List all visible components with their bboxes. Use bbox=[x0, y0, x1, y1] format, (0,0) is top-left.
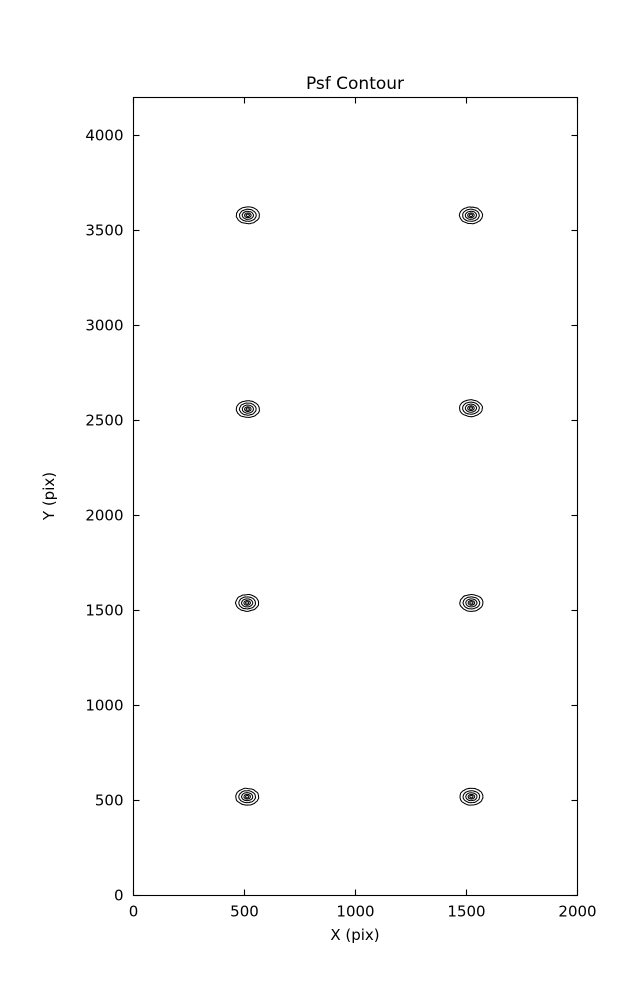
contour-level-0 bbox=[234, 593, 260, 612]
contour-level-2 bbox=[241, 598, 254, 608]
contour-level-2 bbox=[464, 210, 478, 220]
contour-level-2 bbox=[241, 210, 254, 220]
contour-level-3 bbox=[244, 406, 252, 413]
x-tick-label: 1500 bbox=[447, 903, 485, 921]
contour-level-1 bbox=[462, 401, 480, 415]
contour-level-0 bbox=[459, 399, 484, 418]
contour-level-4 bbox=[245, 213, 250, 218]
contour-level-2 bbox=[240, 792, 254, 802]
contour-level-3 bbox=[244, 212, 252, 219]
contour-level-1 bbox=[238, 596, 256, 610]
contour-level-2 bbox=[465, 598, 478, 608]
axes-frame bbox=[132, 96, 579, 897]
y-tick-label: 2500 bbox=[85, 412, 123, 430]
contour-level-0 bbox=[459, 787, 484, 806]
y-tick-label: 0 bbox=[114, 887, 124, 905]
contour-level-3 bbox=[467, 212, 475, 219]
psf-source-5 bbox=[234, 593, 260, 612]
contour-level-1 bbox=[238, 790, 257, 804]
y-tick-label: 4000 bbox=[85, 127, 123, 145]
x-tick-label: 1000 bbox=[336, 903, 374, 921]
contour-level-0 bbox=[458, 206, 484, 225]
contour-level-2 bbox=[465, 792, 478, 802]
contour-level-0 bbox=[235, 206, 260, 225]
x-tick-label: 2000 bbox=[558, 903, 596, 921]
contour-level-0 bbox=[235, 787, 260, 806]
contour-level-2 bbox=[464, 403, 478, 413]
contour-level-1 bbox=[462, 208, 480, 222]
contour-level-4 bbox=[245, 407, 250, 411]
x-axis-ticks: 0 500 1000 1500 2000 bbox=[129, 97, 597, 921]
contour-level-3 bbox=[243, 600, 251, 606]
contour-level-4 bbox=[245, 601, 250, 605]
contour-series bbox=[234, 206, 484, 806]
y-axis-label: Y (pix) bbox=[40, 472, 58, 521]
x-axis-label: X (pix) bbox=[330, 926, 379, 944]
contour-level-1 bbox=[238, 402, 257, 416]
y-tick-label: 3500 bbox=[85, 222, 123, 240]
contour-level-4 bbox=[469, 794, 474, 799]
y-tick-label: 500 bbox=[95, 792, 124, 810]
contour-level-1 bbox=[239, 208, 257, 222]
y-axis-ticks: 0 500 1000 1500 2000 2500 3000 3500 4000 bbox=[85, 127, 578, 905]
contour-level-3 bbox=[467, 793, 476, 800]
psf-source-2 bbox=[458, 206, 484, 225]
contour-level-0 bbox=[235, 400, 260, 418]
psf-source-8 bbox=[459, 787, 484, 806]
x-tick-label: 0 bbox=[129, 903, 139, 921]
contour-level-1 bbox=[462, 790, 481, 804]
y-tick-label: 2000 bbox=[85, 507, 123, 525]
y-tick-label: 3000 bbox=[85, 317, 123, 335]
x-tick-label: 500 bbox=[230, 903, 259, 921]
contour-level-0 bbox=[459, 593, 484, 612]
contour-level-4 bbox=[468, 406, 474, 410]
contour-level-3 bbox=[243, 793, 251, 800]
psf-source-7 bbox=[235, 787, 260, 806]
psf-source-6 bbox=[459, 593, 484, 612]
contour-level-3 bbox=[467, 405, 475, 412]
y-tick-label: 1500 bbox=[85, 602, 123, 620]
psf-source-1 bbox=[235, 206, 260, 225]
chart-title: Psf Contour bbox=[306, 74, 404, 94]
psf-source-3 bbox=[235, 400, 260, 418]
contour-level-4 bbox=[469, 601, 474, 605]
psf-source-4 bbox=[459, 399, 484, 418]
contour-level-4 bbox=[245, 794, 250, 799]
contour-level-2 bbox=[241, 404, 254, 414]
y-tick-label: 1000 bbox=[85, 697, 123, 715]
contour-level-3 bbox=[467, 600, 476, 606]
contour-level-4 bbox=[468, 213, 474, 218]
contour-level-1 bbox=[462, 596, 481, 610]
